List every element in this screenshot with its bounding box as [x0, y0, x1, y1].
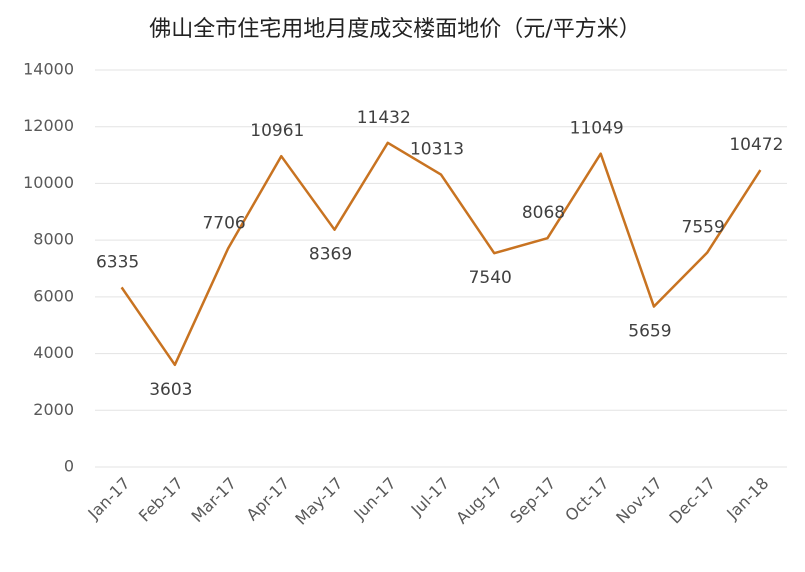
data-label: 11049: [570, 119, 624, 139]
x-tick-label: May-17: [291, 474, 346, 529]
data-label: 3603: [149, 380, 192, 400]
x-tick-label: Sep-17: [506, 474, 559, 527]
x-tick-label: Jun-17: [349, 474, 399, 524]
data-label: 10313: [410, 140, 464, 160]
y-tick-label: 14000: [23, 60, 74, 79]
y-tick-label: 10000: [23, 173, 74, 192]
x-tick-label: Jul-17: [407, 474, 453, 520]
data-label: 7559: [682, 218, 725, 238]
y-tick-label: 2000: [33, 400, 74, 419]
x-tick-label: Jan-17: [84, 474, 134, 524]
data-label: 6335: [96, 252, 139, 272]
x-tick-label: Oct-17: [561, 474, 612, 525]
y-tick-label: 12000: [23, 116, 74, 135]
y-tick-label: 0: [64, 457, 74, 476]
data-label: 10472: [729, 135, 783, 155]
data-label: 7706: [202, 213, 245, 233]
x-tick-label: Aug-17: [452, 474, 506, 528]
y-tick-label: 8000: [33, 230, 74, 249]
data-label: 10961: [250, 121, 304, 141]
y-tick-label: 4000: [33, 343, 74, 362]
x-tick-label: Dec-17: [665, 474, 719, 528]
data-label: 7540: [469, 268, 512, 288]
x-tick-label: Feb-17: [135, 474, 187, 526]
data-label: 11432: [357, 108, 411, 128]
data-label: 8369: [309, 245, 352, 265]
x-tick-label: Apr-17: [243, 474, 294, 525]
x-tick-label: Mar-17: [188, 474, 241, 527]
data-label: 5659: [628, 322, 671, 342]
x-tick-label: Jan-18: [722, 474, 772, 524]
x-tick-label: Nov-17: [612, 474, 666, 528]
data-label: 8068: [522, 203, 565, 223]
line: [120, 141, 762, 367]
chart-title: 佛山全市住宅用地月度成交楼面地价（元/平方米）: [149, 17, 640, 42]
y-tick-label: 6000: [33, 286, 74, 305]
